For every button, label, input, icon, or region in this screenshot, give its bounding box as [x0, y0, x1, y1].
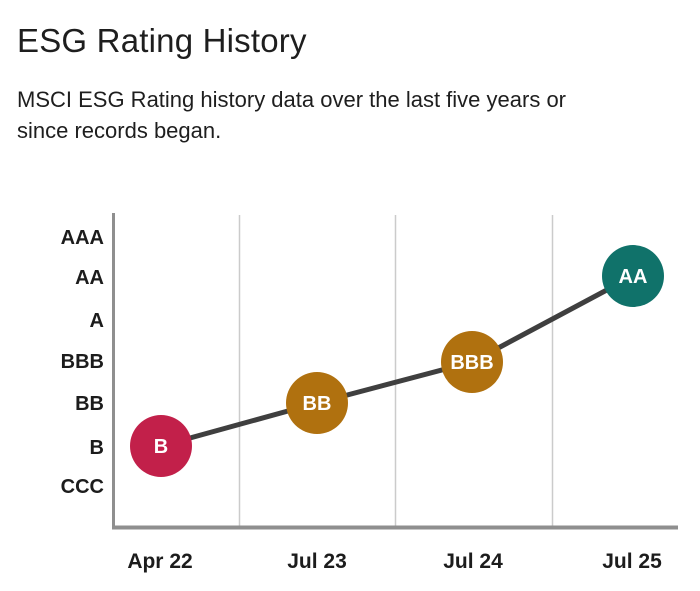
subtitle-line-2: since records began. [17, 118, 222, 143]
rating-dot-aa [602, 245, 664, 307]
x-axis-label-jul-24: Jul 24 [443, 550, 503, 573]
rating-dot-bb-label: BB [303, 393, 332, 415]
x-axis-label-apr-22: Apr 22 [127, 550, 192, 573]
subtitle-line-1: MSCI ESG Rating history data over the la… [17, 87, 567, 112]
data-point-apr-22: B [130, 415, 192, 477]
data-point-jul-23: BB [286, 372, 348, 434]
y-axis-label-aa: AA [75, 267, 104, 289]
rating-dot-bbb-label: BBB [450, 352, 493, 374]
y-axis-label-aaa: AAA [61, 227, 104, 249]
x-axis-label-jul-25: Jul 25 [602, 550, 662, 573]
page-subtitle: MSCI ESG Rating history data over the la… [17, 84, 566, 146]
y-axis-label-a: A [90, 310, 104, 332]
page-title: ESG Rating History [17, 22, 307, 59]
rating-dot-bbb [441, 331, 503, 393]
rating-trend-line [158, 273, 636, 449]
y-axis-label-bbb: BBB [61, 351, 104, 373]
rating-dot-bb [286, 372, 348, 434]
y-axis-label-ccc: CCC [61, 476, 104, 498]
rating-dot-aa-label: AA [619, 266, 648, 288]
y-axis-label-bb: BB [75, 393, 104, 415]
rating-dot-b [130, 415, 192, 477]
y-axis-label-b: B [90, 437, 104, 459]
x-axis-label-jul-23: Jul 23 [287, 550, 347, 573]
data-point-jul-24: BBB [441, 331, 503, 393]
rating-dot-b-label: B [154, 436, 168, 458]
data-point-jul-25: AA [602, 245, 664, 307]
